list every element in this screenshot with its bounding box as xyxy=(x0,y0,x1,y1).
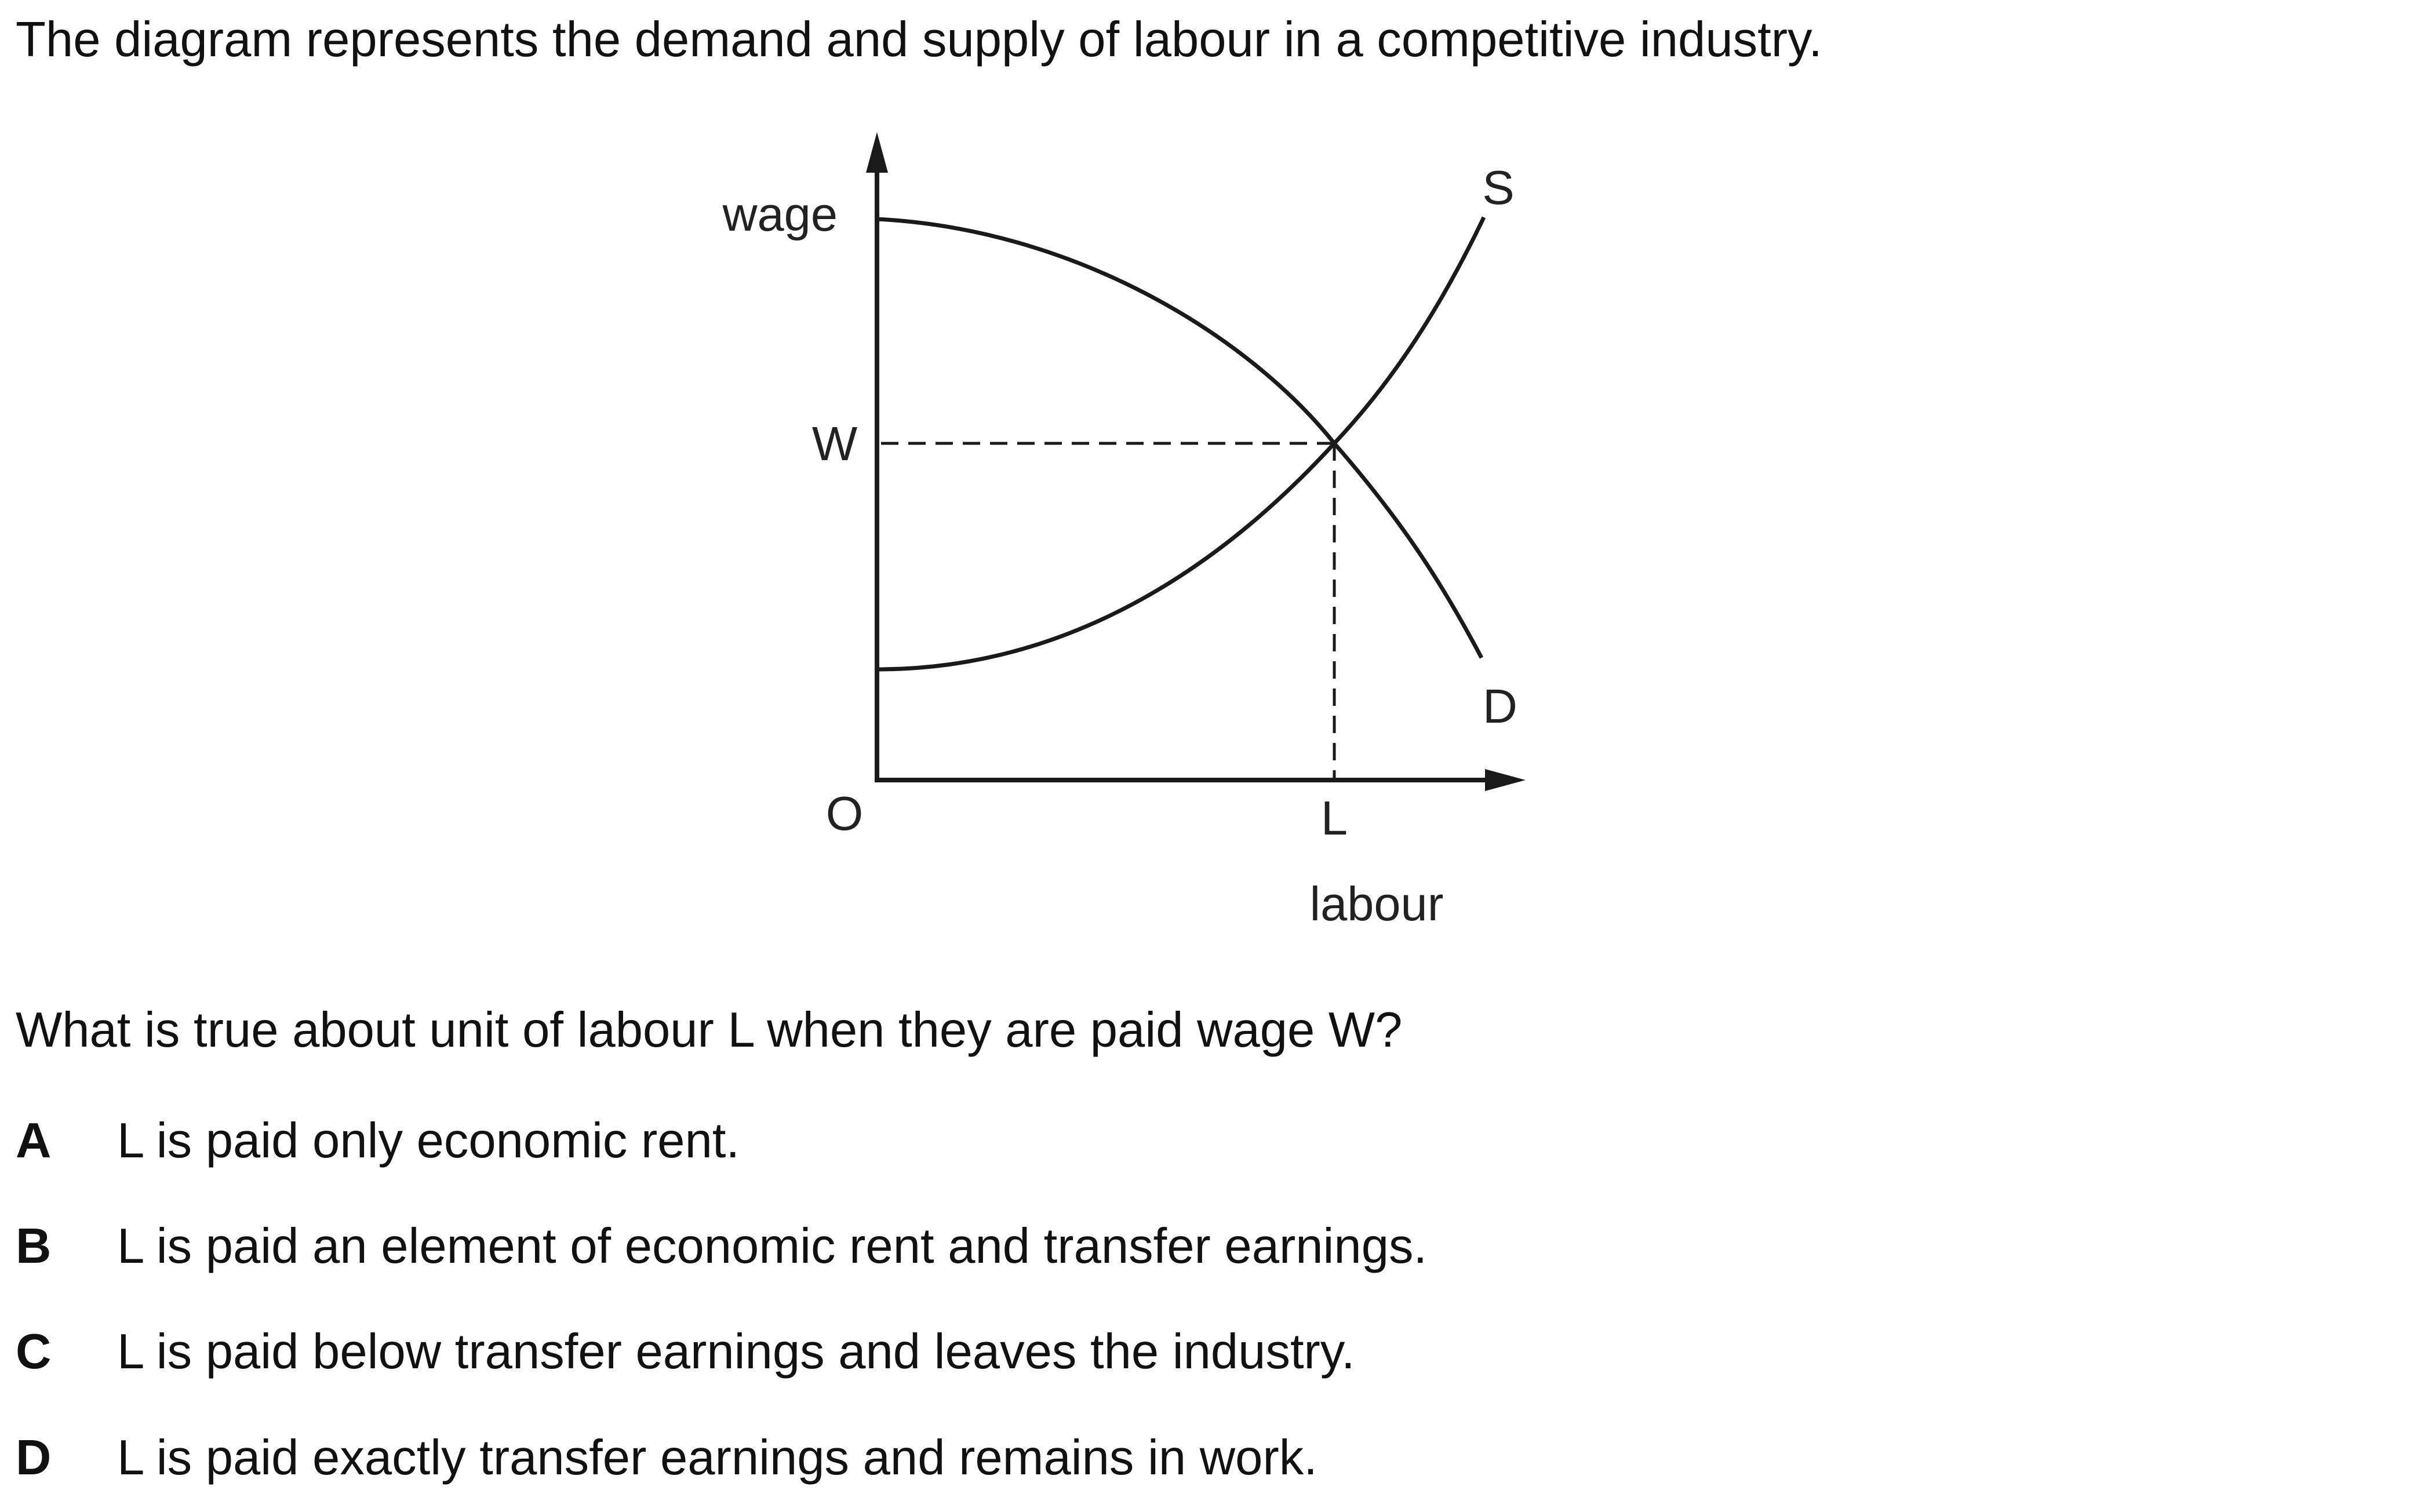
option-letter: A xyxy=(16,1113,52,1168)
option-text: L is paid an element of economic rent an… xyxy=(117,1219,1428,1274)
question-text: What is true about unit of labour L when… xyxy=(16,1003,1403,1058)
option-letter: D xyxy=(16,1430,52,1485)
option-text: L is paid only economic rent. xyxy=(117,1113,740,1168)
wage-w-label: W xyxy=(812,417,858,471)
supply-label: S xyxy=(1482,161,1514,214)
y-axis-arrowhead xyxy=(866,132,888,173)
option-text: L is paid below transfer earnings and le… xyxy=(117,1324,1355,1379)
y-axis-label: wage xyxy=(722,187,838,241)
option-letter: B xyxy=(16,1219,52,1274)
demand-curve xyxy=(876,217,1484,659)
supply-curve xyxy=(876,216,1486,672)
demand-label: D xyxy=(1483,679,1517,733)
origin-label: O xyxy=(826,786,864,840)
intro-text: The diagram represents the demand and su… xyxy=(16,12,1822,67)
option-text: L is paid exactly transfer earnings and … xyxy=(117,1430,1317,1485)
quantity-l-label: L xyxy=(1321,791,1348,845)
option-letter: C xyxy=(16,1324,52,1379)
x-axis-arrowhead xyxy=(1485,769,1526,791)
x-axis-label: labour xyxy=(1310,877,1444,931)
